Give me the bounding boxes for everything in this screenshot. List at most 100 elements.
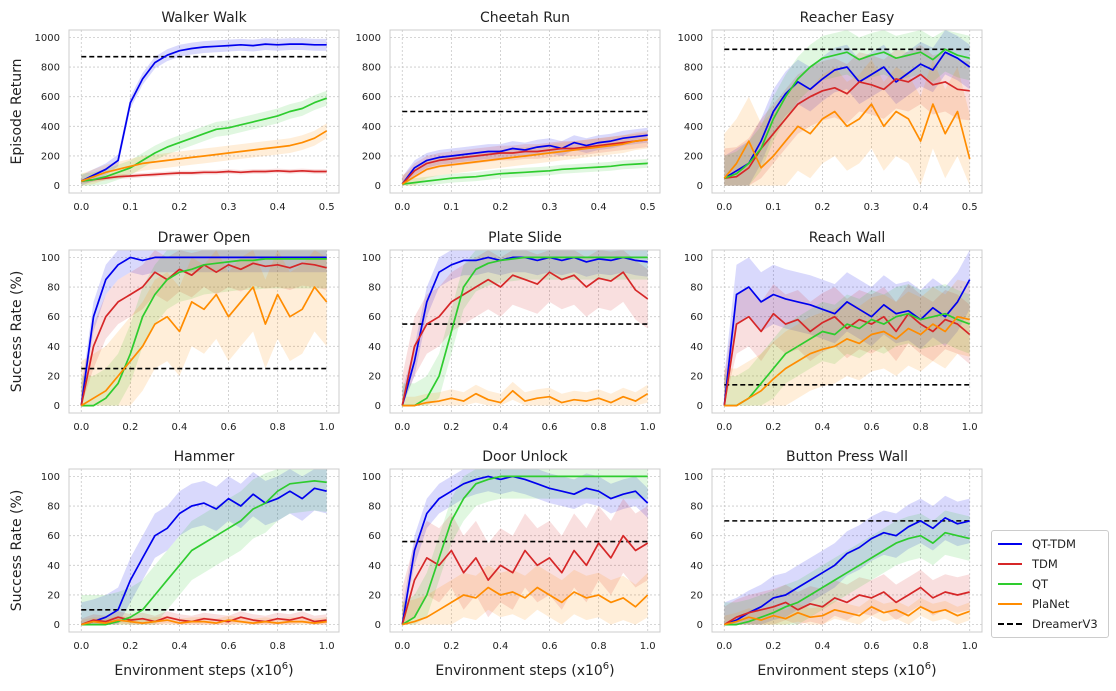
y-tick-label: 200 [41,151,60,162]
plot-frame [711,468,983,633]
legend-item-dreamerv3: DreamerV3 [998,614,1102,634]
x-tick-label: 0.0 [716,641,732,652]
y-tick-label: 600 [362,92,381,103]
y-tick-label: 100 [41,253,60,264]
confidence-band [81,90,327,186]
y-tick-label: 40 [368,342,381,353]
y-tick-label: 60 [690,312,703,323]
series-line-planet [723,103,971,179]
y-tick-label: 80 [690,283,703,294]
subplot: 0.0 0.2 0.4 0.6 0.8 1.0 0 20 40 60 80 100 Button Pre… [684,449,983,652]
confidence-band [402,250,648,406]
y-tick-label: 0 [697,620,703,631]
y-tick-label: 100 [684,253,703,264]
confidence-band [81,38,327,186]
x-tick-label: 0.6 [864,422,880,433]
y-tick-label: 20 [690,590,703,601]
subplot: 0.0 0.2 0.4 0.6 0.8 1.0 0 20 40 60 80 100 Reach Wall [684,230,983,433]
x-tick-label: 0.0 [394,202,410,213]
y-tick-label: 80 [368,502,381,513]
x-tick-label: 0.1 [443,202,459,213]
legend-item-qt: QT [998,574,1102,594]
legend-label: TDM [1032,557,1058,571]
y-tick-label: 0 [54,401,60,412]
series-line-qt [724,312,970,407]
confidence-band [81,250,327,406]
y-axis-label: Success Rate (%) [9,271,25,393]
subplot: 0.0 0.2 0.4 0.6 0.8 1.0 0 20 40 60 80 100 Plate Slid… [362,230,661,433]
y-tick-label: 200 [684,151,703,162]
plot-frame [389,468,661,633]
x-tick-label: 0.8 [913,641,929,652]
y-tick-label: 80 [47,283,60,294]
series-line-tdm [81,169,327,182]
subplot-title: Plate Slide [488,230,562,246]
y-tick-label: 100 [362,472,381,483]
x-tick-label: 0.4 [493,641,509,652]
x-tick-label: 0.4 [815,422,831,433]
y-tick-label: 100 [684,472,703,483]
legend-swatch [998,603,1022,605]
series-line-qt-tdm [80,43,327,182]
x-tick-label: 0.6 [864,641,880,652]
x-tick-label: 0.2 [122,641,138,652]
series-line-tdm [401,534,649,625]
confidence-band [81,469,327,625]
series-line-qt [724,531,970,626]
x-tick-label: 0.5 [319,202,335,213]
y-tick-label: 20 [368,590,381,601]
series-line-planet [81,130,328,182]
legend-swatch [998,563,1022,565]
x-tick-label: 1.0 [640,422,656,433]
x-tick-label: 0.2 [443,422,459,433]
confidence-band [402,381,648,406]
x-tick-label: 0.2 [493,202,509,213]
x-tick-label: 0.4 [493,422,509,433]
plot-frame [389,249,661,414]
x-tick-label: 0.8 [591,641,607,652]
x-tick-label: 0.5 [640,202,656,213]
y-tick-label: 40 [47,561,60,572]
confidence-band [724,59,970,186]
x-tick-label: 0.2 [122,422,138,433]
series-line-qt-tdm [723,279,971,406]
subplot-title: Door Unlock [482,449,568,465]
x-tick-label: 0.2 [765,641,781,652]
series-line-planet [724,315,970,407]
confidence-band [81,250,327,406]
y-tick-label: 400 [362,122,381,133]
series-line-planet [401,138,648,185]
y-tick-label: 20 [47,371,60,382]
x-tick-label: 0.3 [221,202,237,213]
series-line-tdm [724,73,970,180]
series-line-planet [402,389,649,407]
confidence-band [81,469,327,625]
series-line-qt [402,162,648,185]
series-line-planet [402,586,649,626]
x-tick-label: 0.4 [172,422,188,433]
plot-frame [68,249,340,414]
x-tick-label: 0.1 [122,202,138,213]
series-line-qt-tdm [81,487,327,626]
legend-item-qt-tdm: QT-TDM [998,534,1102,554]
x-tick-label: 0.0 [394,641,410,652]
confidence-band [81,250,327,406]
y-tick-label: 60 [47,312,60,323]
x-tick-label: 0.6 [542,422,558,433]
y-tick-label: 600 [41,92,60,103]
x-tick-label: 0.0 [73,422,89,433]
x-tick-label: 0.3 [542,202,558,213]
x-tick-label: 0.2 [815,202,831,213]
confidence-band [724,30,970,186]
series-line-planet [81,619,327,626]
y-tick-label: 0 [697,401,703,412]
y-tick-label: 40 [690,561,703,572]
confidence-band [724,495,970,625]
y-tick-label: 400 [684,122,703,133]
subplot: 0.0 0.1 0.2 0.3 0.4 0.5 0 200 400 600 800 1000 Cheet… [356,10,661,213]
series-line-qt [724,48,970,179]
legend-swatch [998,623,1022,625]
x-tick-label: 0.4 [913,202,929,213]
x-tick-label: 0.4 [270,202,286,213]
legend-item-planet: PlaNet [998,594,1102,614]
